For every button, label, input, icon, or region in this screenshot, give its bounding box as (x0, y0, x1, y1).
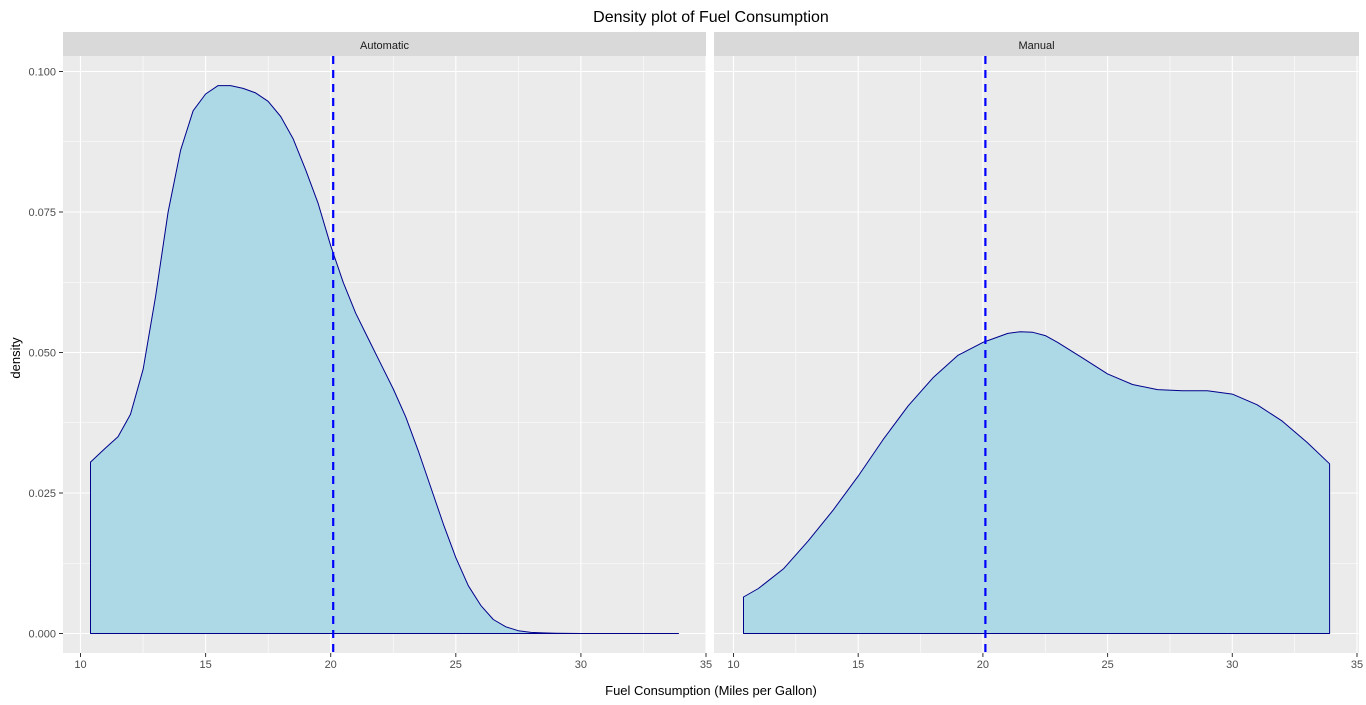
y-tick-label: 0.075 (28, 207, 56, 219)
density-area (90, 85, 679, 634)
y-axis-title: density (8, 337, 23, 379)
y-tick-label: 0.100 (28, 67, 56, 79)
x-axis-title: Fuel Consumption (Miles per Gallon) (605, 683, 817, 698)
x-tick-label: 15 (852, 659, 864, 671)
y-axis: 0.000 0.025 0.050 0.075 0.100 (28, 67, 63, 641)
panel-automatic: Automatic 10 15 20 25 30 35 (63, 32, 712, 671)
density-area (743, 331, 1331, 634)
x-tick-label: 25 (1101, 659, 1113, 671)
facet-strip-label: Automatic (360, 40, 409, 52)
y-tick-label: 0.000 (28, 629, 56, 641)
facet-panels: Automatic 10 15 20 25 30 35 Manual 10 15 20 25 30 35 (63, 32, 1363, 671)
facet-strip (714, 32, 1359, 56)
panel-manual: Manual 10 15 20 25 30 35 (714, 32, 1363, 671)
y-tick-label: 0.025 (28, 488, 56, 500)
x-tick-label: 25 (450, 659, 462, 671)
x-tick-label: 10 (74, 659, 86, 671)
x-tick-label: 15 (199, 659, 211, 671)
chart-title: Density plot of Fuel Consumption (593, 9, 829, 26)
y-tick-label: 0.050 (28, 348, 56, 360)
x-tick-label: 30 (1226, 659, 1238, 671)
x-tick-label: 20 (977, 659, 989, 671)
facet-strip (63, 32, 706, 56)
x-tick-label: 20 (325, 659, 337, 671)
x-tick-label: 35 (1351, 659, 1363, 671)
facet-strip-label: Manual (1018, 40, 1054, 52)
x-tick-label: 35 (700, 659, 712, 671)
x-tick-label: 10 (727, 659, 739, 671)
x-tick-label: 30 (575, 659, 587, 671)
